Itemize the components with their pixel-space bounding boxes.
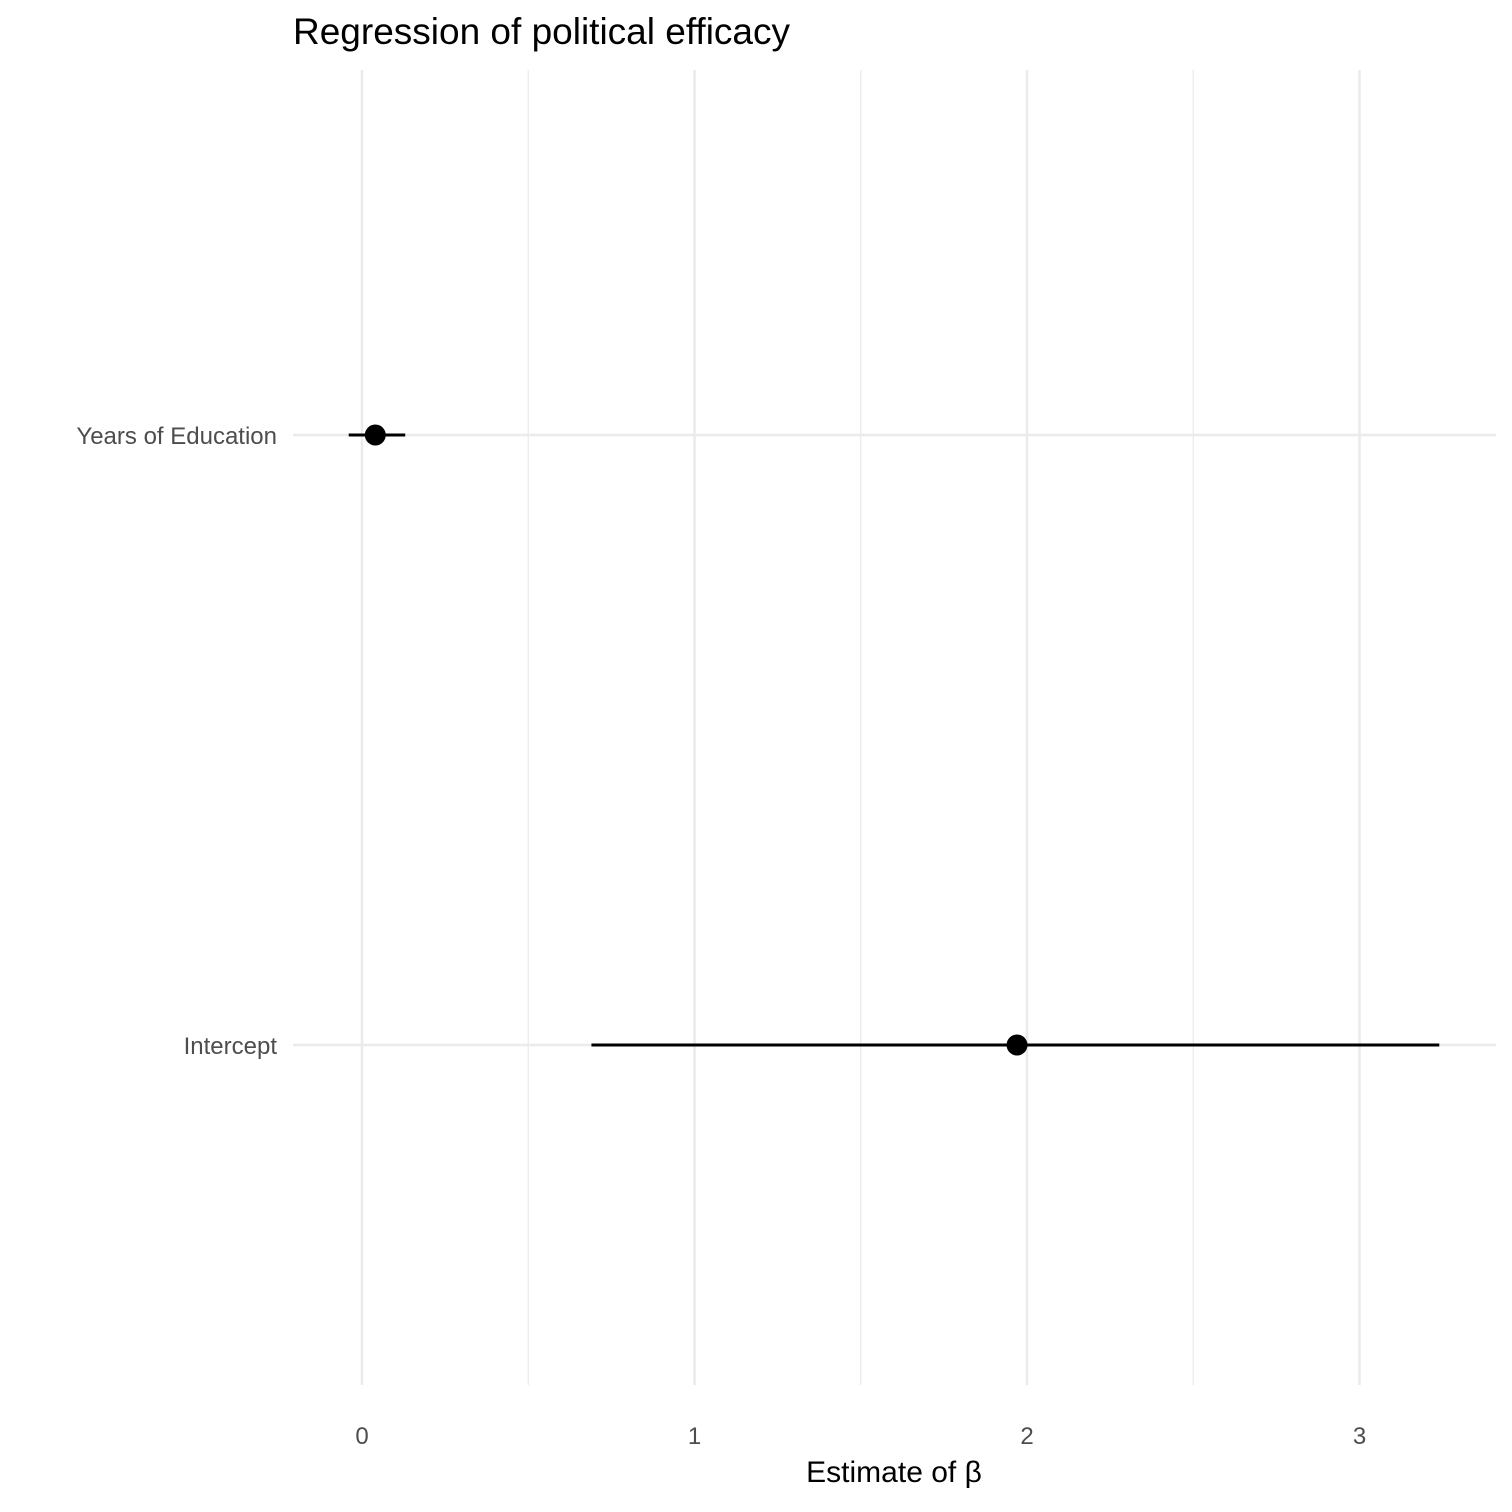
x-tick-label-3: 3 [1353,1423,1366,1450]
x-axis-title: Estimate of β [806,1456,982,1489]
x-tick-label-1: 1 [688,1423,701,1450]
major-gridlines [293,70,1496,1385]
x-tick-label-0: 0 [355,1423,368,1450]
point-ranges [348,424,1440,1056]
chart-title: Regression of political efficacy [293,11,791,52]
x-tick-label-2: 2 [1020,1423,1033,1450]
y-tick-label-1: Intercept [184,1033,278,1060]
estimate-point-1 [1006,1034,1028,1056]
y-tick-label-0: Years of Education [76,423,277,450]
x-axis-tick-labels: 0 1 2 3 [355,1423,1366,1450]
estimate-point-0 [364,424,386,446]
y-axis-tick-labels: Years of Education Intercept [76,423,277,1060]
minor-gridlines [527,70,1194,1385]
